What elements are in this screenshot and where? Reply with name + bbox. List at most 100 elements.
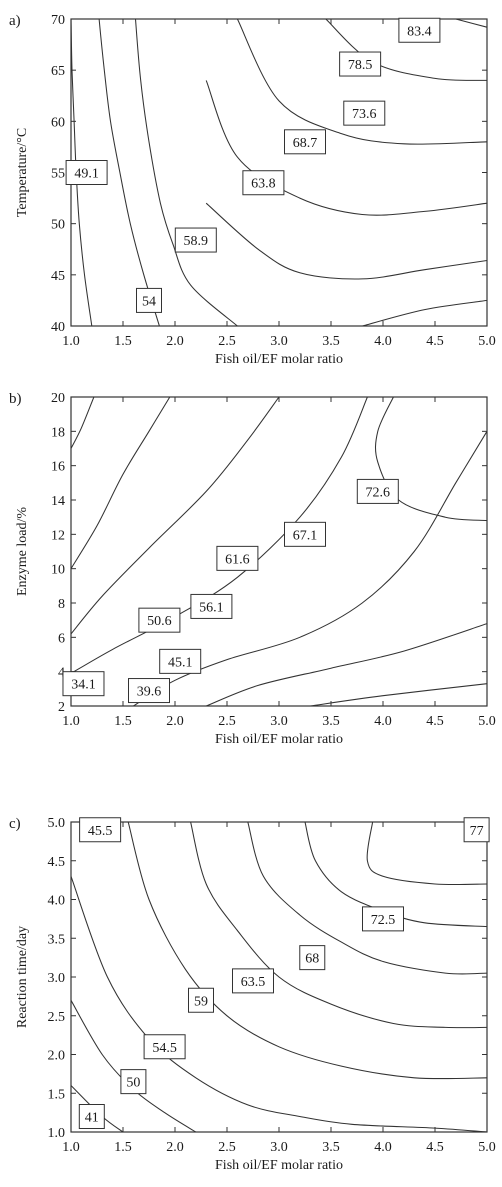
contour-label-box	[284, 521, 326, 547]
x-axis-title: Fish oil/EF molar ratio	[215, 1158, 343, 1173]
contour-label-value: 45.5	[88, 824, 113, 839]
x-tick-label: 1.0	[62, 714, 80, 729]
contour-label-value: 59	[194, 994, 208, 1009]
y-tick-label: 50	[51, 218, 65, 233]
x-tick-label: 2.0	[166, 1140, 184, 1155]
y-tick-label: 4	[58, 666, 65, 681]
contour-label-value: 34.1	[71, 678, 96, 693]
contour-line	[205, 202, 487, 280]
contour-label-box	[62, 671, 105, 697]
contour-label-box	[174, 227, 217, 253]
contour-label-box	[78, 1104, 105, 1129]
contour-label: 72.5	[362, 906, 404, 932]
contour-line	[310, 683, 487, 706]
contour-panel-c: 1.0 1.5 2.0 2.5 3.0 3.5 4.0 4.5 5.0 1.0 1.5 2.0 2.5 3…	[9, 816, 496, 1173]
y-tick-label: 16	[51, 460, 65, 475]
contour-label: 54	[136, 287, 162, 313]
contour-line	[236, 19, 487, 145]
contour-label-value: 68	[305, 952, 319, 967]
contour-label-box	[284, 129, 326, 155]
contour-label-value: 49.1	[74, 167, 99, 182]
contour-label-value: 58.9	[184, 234, 209, 249]
panel-label: a)	[9, 13, 21, 29]
contour-label: 68	[299, 945, 326, 971]
contour-label-value: 54	[142, 294, 156, 309]
contour-label-box	[120, 1069, 147, 1095]
x-tick-label: 4.0	[374, 1140, 392, 1155]
contour-label-box	[65, 160, 108, 185]
contour-label-value: 56.1	[199, 600, 224, 615]
contour-label-value: 72.5	[371, 913, 396, 928]
contour-label-box	[79, 817, 122, 843]
y-tick-label: 6	[58, 631, 65, 646]
y-tick-label: 70	[51, 13, 65, 28]
contour-label-value: 54.5	[152, 1041, 177, 1056]
contour-label: 50.6	[138, 607, 181, 633]
contour-label-value: 61.6	[225, 552, 250, 567]
panel-label: b)	[9, 391, 22, 407]
y-tick-label: 4.5	[48, 855, 66, 870]
x-tick-label: 5.0	[478, 1140, 496, 1155]
contour-label-value: 39.6	[137, 685, 162, 700]
contour-label-box	[299, 945, 326, 971]
y-tick-label: 8	[58, 597, 65, 612]
contour-label-box	[242, 170, 285, 196]
contour-line	[304, 822, 487, 928]
contour-label: 45.1	[159, 648, 202, 674]
y-axis-title: Reaction time/day	[15, 926, 30, 1028]
contour-label: 63.5	[232, 968, 274, 994]
y-tick-label: 14	[51, 494, 65, 509]
x-tick-label: 1.0	[62, 1140, 80, 1155]
contour-label: 34.1	[62, 671, 105, 697]
y-tick-label: 20	[51, 391, 65, 406]
contour-label-box	[356, 478, 399, 504]
contour-label: 50	[120, 1069, 147, 1095]
contour-label-box	[143, 1034, 186, 1060]
contour-label: 67.1	[284, 521, 326, 547]
y-tick-label: 12	[51, 528, 65, 543]
contour-line	[127, 822, 487, 1080]
contour-label-box	[339, 51, 382, 77]
panel-label: c)	[9, 816, 21, 832]
contour-label: 83.4	[398, 17, 441, 43]
y-tick-label: 2	[58, 700, 65, 715]
contour-label-value: 41	[85, 1111, 99, 1126]
contour-label-box	[232, 968, 274, 994]
contour-line	[71, 397, 368, 674]
x-tick-label: 3.0	[270, 334, 288, 349]
y-tick-label: 10	[51, 563, 65, 578]
contour-label-box	[463, 817, 490, 843]
contour-label: 61.6	[216, 545, 259, 571]
x-tick-label: 4.5	[426, 714, 444, 729]
contour-label: 77	[463, 817, 490, 843]
x-tick-label: 3.0	[270, 714, 288, 729]
x-tick-label: 2.0	[166, 334, 184, 349]
x-tick-label: 3.5	[322, 714, 340, 729]
contour-label-box	[128, 678, 170, 704]
x-tick-label: 4.5	[426, 334, 444, 349]
contour-label: 68.7	[284, 129, 326, 155]
y-tick-label: 55	[51, 167, 65, 182]
contour-line	[190, 822, 487, 1029]
contour-label: 63.8	[242, 170, 285, 196]
x-tick-label: 1.0	[62, 334, 80, 349]
contour-label: 45.5	[79, 817, 122, 843]
contour-line	[133, 431, 487, 706]
contour-line	[366, 822, 487, 886]
contour-label-value: 67.1	[293, 528, 318, 543]
contour-label-value: 73.6	[352, 107, 377, 122]
contour-label-value: 50	[126, 1076, 140, 1091]
contour-label-box	[159, 648, 202, 674]
x-tick-label: 2.5	[218, 714, 236, 729]
x-tick-label: 5.0	[478, 334, 496, 349]
contour-label: 39.6	[128, 678, 170, 704]
contour-label-box	[138, 607, 181, 633]
contour-line	[98, 19, 160, 326]
x-tick-label: 4.0	[374, 714, 392, 729]
contour-label-box	[216, 545, 259, 571]
contour-label-box	[362, 906, 404, 932]
contour-label: 59	[188, 987, 214, 1013]
x-tick-label: 3.5	[322, 1140, 340, 1155]
contour-label-value: 63.5	[241, 975, 266, 990]
